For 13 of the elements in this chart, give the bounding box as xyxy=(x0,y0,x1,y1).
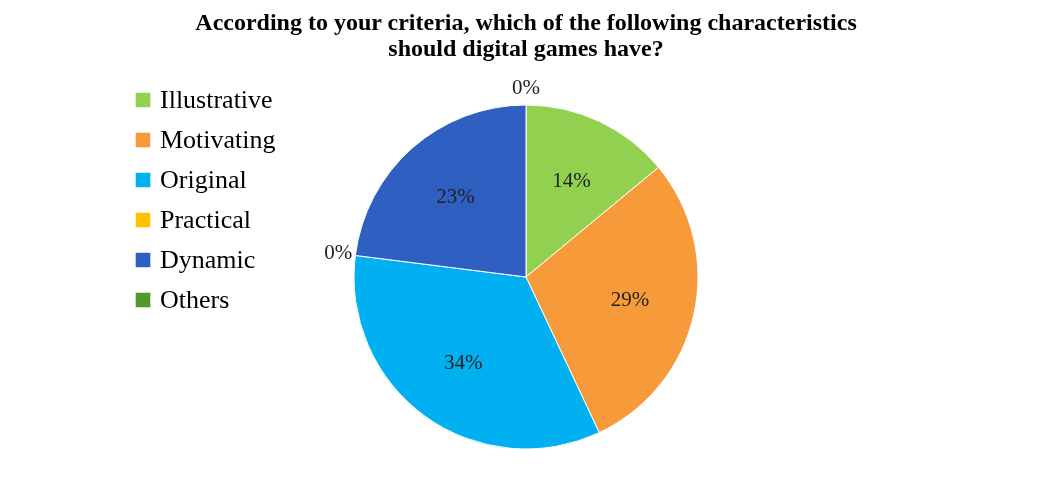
data-label: 29% xyxy=(610,287,650,312)
chart-title: According to your criteria, which of the following characteristics should digital games have? xyxy=(195,8,857,61)
data-label: 14% xyxy=(552,167,591,192)
text: 0% xyxy=(324,240,353,265)
legend-label: Motivating xyxy=(160,125,276,154)
data-label: 23% xyxy=(436,184,475,209)
legend-label: Practical xyxy=(160,205,251,234)
legend-label: Illustrative xyxy=(160,85,273,114)
text: 0% xyxy=(512,74,540,99)
data-label: 34% xyxy=(444,350,483,375)
legend-label: Original xyxy=(160,165,247,194)
legend-label: Dynamic xyxy=(160,245,256,274)
legend-label: Others xyxy=(160,285,230,314)
